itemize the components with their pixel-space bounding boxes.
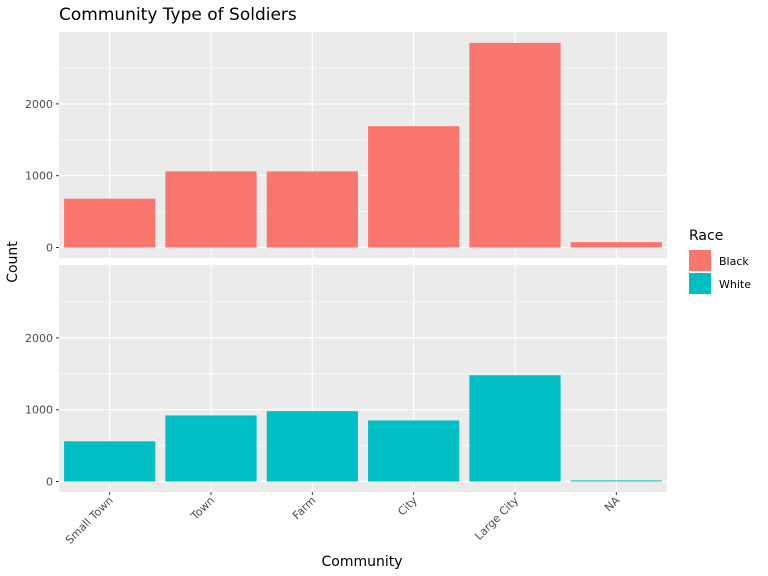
legend: Race Black White — [689, 228, 751, 294]
bar-black-farm — [266, 171, 358, 248]
bar-white-city — [368, 420, 460, 482]
bar-white-farm — [266, 411, 358, 482]
y-tick-label: 1000 — [25, 170, 53, 183]
bar-white-town — [165, 415, 257, 482]
facet-panel-black — [59, 32, 667, 258]
x-axis: Small Town Town Farm City Large City NA — [63, 492, 623, 547]
bar-white-small-town — [64, 441, 156, 482]
x-tick-label: City — [395, 494, 420, 519]
panel-background — [59, 32, 667, 258]
legend-swatch-white — [689, 273, 711, 294]
y-tick-label: 0 — [46, 242, 53, 255]
x-tick-label: Farm — [290, 494, 318, 522]
bar-black-town — [165, 171, 257, 248]
legend-label-black: Black — [719, 255, 749, 268]
y-axis-bottom: 0 1000 2000 — [25, 332, 59, 489]
facet-panel-white — [59, 265, 667, 492]
bar-black-na — [570, 242, 662, 248]
legend-swatch-black — [689, 250, 711, 271]
x-tick-label: Town — [188, 494, 217, 523]
legend-label-white: White — [719, 278, 751, 291]
bar-black-small-town — [64, 198, 156, 248]
x-tick-label: NA — [602, 494, 623, 515]
y-axis-top: 0 1000 2000 — [25, 98, 59, 255]
x-tick-label: Large City — [472, 494, 521, 543]
y-tick-label: 2000 — [25, 332, 53, 345]
bar-black-large-city — [469, 42, 561, 248]
chart-title: Community Type of Soldiers — [59, 5, 297, 25]
y-tick-label: 2000 — [25, 98, 53, 111]
y-tick-label: 0 — [46, 476, 53, 489]
panel-background — [59, 265, 667, 492]
y-axis-title: Count — [5, 241, 21, 283]
x-axis-title: Community — [321, 554, 402, 570]
bar-white-na — [570, 480, 662, 482]
bar-black-city — [368, 126, 460, 248]
bar-white-large-city — [469, 375, 561, 482]
legend-title: Race — [689, 228, 723, 244]
y-tick-label: 1000 — [25, 404, 53, 417]
x-tick-label: Small Town — [63, 494, 116, 547]
